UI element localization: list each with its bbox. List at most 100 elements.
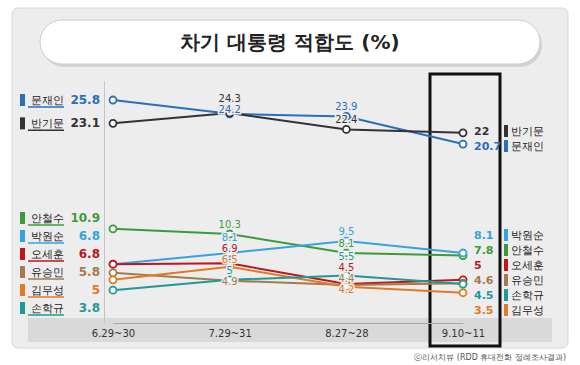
legend-swatch xyxy=(20,117,25,129)
legend-swatch xyxy=(20,230,25,242)
labels: 문재인 25.8 반기문 23.1 안철수 10.9 박원순 6.8 오세훈 6.8 유승민 5.8 김… xyxy=(20,93,544,317)
series-line xyxy=(113,275,463,290)
panel xyxy=(12,8,568,348)
legend-swatch xyxy=(504,259,508,271)
series-line xyxy=(113,100,463,144)
legend-name: 박원순 xyxy=(511,229,544,242)
x-tick: 8.27~28 xyxy=(325,323,368,339)
data-label: 24.2 xyxy=(219,104,241,115)
legend-name: 문재인 xyxy=(31,94,64,107)
data-label: 23.9 xyxy=(335,101,357,112)
title-box xyxy=(40,20,540,64)
data-label: 5 xyxy=(474,259,482,272)
series-marker xyxy=(343,126,350,133)
series-marker xyxy=(110,287,117,294)
data-label: 4.5 xyxy=(338,262,354,273)
series-marker xyxy=(110,261,117,268)
chart-svg: 차기 대통령 적합도 (%)6.29~307.29~318.27~289.10~… xyxy=(0,0,580,365)
data-label: 4.9 xyxy=(222,276,238,287)
x-tick: 7.29~31 xyxy=(208,323,251,339)
legend-name: 문재인 xyxy=(511,140,544,153)
series-marker xyxy=(460,141,467,148)
data-label: 22 xyxy=(474,125,489,138)
data-label: 22.4 xyxy=(335,114,357,125)
legend-swatch xyxy=(20,266,25,278)
data-label: 7.8 xyxy=(474,244,494,257)
source: ⓒ리서치뷰 (RDD 휴대전화 정례조사결과) xyxy=(414,353,566,362)
legend-name: 손학규 xyxy=(31,302,64,315)
legend-name: 김무성 xyxy=(31,284,64,297)
series-marker xyxy=(110,120,117,127)
legend-name: 반기문 xyxy=(31,117,64,130)
data-label: 25.8 xyxy=(70,93,100,107)
legend-swatch xyxy=(20,284,25,296)
x-band xyxy=(28,318,552,342)
series-line xyxy=(113,113,463,133)
series-marker xyxy=(460,129,467,136)
series-line xyxy=(113,241,463,264)
data-label: 20.7 xyxy=(474,140,501,153)
series-marker xyxy=(460,281,467,288)
data-label: 3.5 xyxy=(474,304,494,317)
background xyxy=(0,0,580,365)
legend-name: 유승민 xyxy=(511,274,544,287)
legend-name: 안철수 xyxy=(511,244,544,257)
series-marker xyxy=(460,289,467,296)
data-label: 6.8 xyxy=(79,229,100,243)
legend-swatch xyxy=(504,289,508,301)
data-label: 9.5 xyxy=(338,226,354,237)
data-label: 24.3 xyxy=(219,93,241,104)
x-tick-label: 9.10~11 xyxy=(442,328,485,339)
data-label: 10.3 xyxy=(219,219,241,230)
series-marker xyxy=(110,225,117,232)
legend-name: 김무성 xyxy=(511,304,544,317)
series-marker xyxy=(110,269,117,276)
series-line xyxy=(113,267,463,293)
y-axis xyxy=(104,82,105,324)
x-axis-line xyxy=(114,323,464,324)
x-tick-label: 6.29~30 xyxy=(92,328,135,339)
data-label: 5.5 xyxy=(338,251,354,262)
x-tick: 6.29~30 xyxy=(92,323,135,339)
series-marker xyxy=(110,276,117,283)
legend-swatch xyxy=(504,244,508,256)
data-label: 6.9 xyxy=(222,243,238,254)
data-label: 8.1 xyxy=(338,238,354,249)
legend-name: 손학규 xyxy=(511,289,544,302)
data-label: 6.8 xyxy=(79,247,100,261)
legend-swatch xyxy=(20,212,25,224)
series-marker xyxy=(460,249,467,256)
legend-swatch xyxy=(504,304,508,316)
data-label: 5 xyxy=(92,283,100,297)
legend-name: 박원순 xyxy=(31,230,64,243)
x-tick: 9.10~11 xyxy=(442,323,485,339)
plot-area xyxy=(110,97,467,297)
data-label: 5.8 xyxy=(79,265,100,279)
data-label: 6.5 xyxy=(222,254,238,265)
y-axis-line xyxy=(104,82,105,324)
series-marker xyxy=(110,261,117,268)
legend-name: 오세훈 xyxy=(511,259,544,272)
legend-swatch xyxy=(20,248,25,260)
legend-swatch xyxy=(504,229,508,241)
x-tick-label: 7.29~31 xyxy=(208,328,251,339)
series-marker xyxy=(460,280,467,287)
legend-swatch xyxy=(504,140,508,152)
x-axis: 6.29~30 7.29~31 8.27~28 9.10~11 xyxy=(92,323,485,339)
data-label: 4.4 xyxy=(338,273,354,284)
legend-name: 반기문 xyxy=(511,125,544,138)
data-label: 3.8 xyxy=(79,301,100,315)
data-label: 4.5 xyxy=(474,289,494,302)
legend-swatch xyxy=(20,94,25,106)
highlight-box xyxy=(430,74,500,346)
data-label: 8.1 xyxy=(222,232,238,243)
data-label: 23.1 xyxy=(70,116,100,130)
legend-name: 유승민 xyxy=(31,266,64,279)
legend-swatch xyxy=(504,274,508,286)
data-label: 8.1 xyxy=(474,229,494,242)
series-line xyxy=(113,229,463,256)
data-label: 4.6 xyxy=(474,274,494,287)
legend-swatch xyxy=(504,125,508,137)
x-tick-label: 8.27~28 xyxy=(325,328,368,339)
data-label: 10.9 xyxy=(70,211,100,225)
